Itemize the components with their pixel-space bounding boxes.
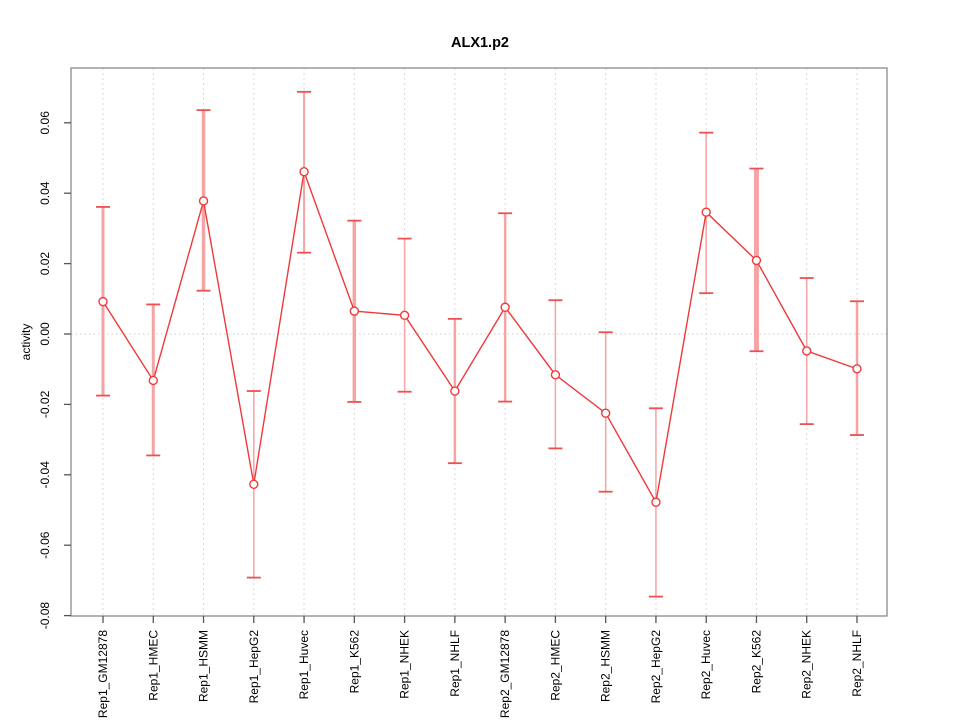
x-tick-label: Rep2_Huvec — [699, 630, 713, 699]
x-tick-label: Rep2_K562 — [749, 630, 763, 694]
data-point — [198, 196, 209, 206]
y-tick-label: -0.06 — [38, 531, 52, 559]
y-tick-label: -0.04 — [38, 461, 52, 489]
data-point — [802, 346, 812, 356]
data-point — [651, 497, 661, 507]
x-tick-label: Rep1_Huvec — [297, 630, 311, 699]
y-tick-label: -0.08 — [38, 602, 52, 630]
x-tick-label: Rep1_GM12878 — [96, 630, 110, 718]
x-tick-label: Rep2_HMEC — [548, 630, 562, 701]
data-point — [600, 408, 611, 418]
y-tick-label: -0.02 — [38, 390, 52, 418]
data-point — [550, 370, 561, 380]
x-tick-label: Rep2_NHLF — [850, 630, 864, 697]
x-tick-label: Rep1_HMEC — [146, 630, 160, 701]
x-tick-label: Rep2_HSMM — [599, 630, 613, 702]
data-point — [299, 167, 309, 177]
x-tick-label: Rep2_GM12878 — [498, 630, 512, 718]
data-point — [450, 386, 460, 396]
data-point — [148, 375, 158, 386]
data-point — [349, 306, 360, 316]
data-point — [98, 296, 108, 307]
data-point — [249, 479, 259, 490]
y-axis-label: activity — [19, 324, 33, 361]
data-point — [500, 302, 510, 312]
y-tick-label: 0.06 — [38, 111, 52, 135]
x-tick-label: Rep2_NHEK — [800, 630, 814, 699]
plot-area: -0.08 -0.06 -0.04 -0.02 0.00 0.02 0.04 0.06 Rep1… — [38, 67, 888, 718]
y-tick-label: 0.02 — [38, 252, 52, 276]
x-tick-label: Rep1_K562 — [347, 630, 361, 694]
chart-title: ALX1.p2 — [451, 35, 509, 51]
x-tick-label: Rep1_NHLF — [448, 630, 462, 697]
y-tick-label: 0.00 — [38, 322, 52, 346]
x-tick-label: Rep1_HSMM — [197, 630, 211, 702]
y-tick-label: 0.04 — [38, 181, 52, 205]
data-point — [701, 207, 711, 217]
data-point — [751, 255, 762, 266]
data-point — [852, 364, 862, 374]
x-tick-label: Rep2_HepG2 — [649, 630, 663, 704]
x-tick-label: Rep1_HepG2 — [247, 630, 261, 704]
plot-box — [70, 67, 888, 617]
x-tick-label: Rep1_NHEK — [398, 630, 412, 699]
data-point — [399, 310, 410, 321]
data-line — [102, 168, 858, 505]
